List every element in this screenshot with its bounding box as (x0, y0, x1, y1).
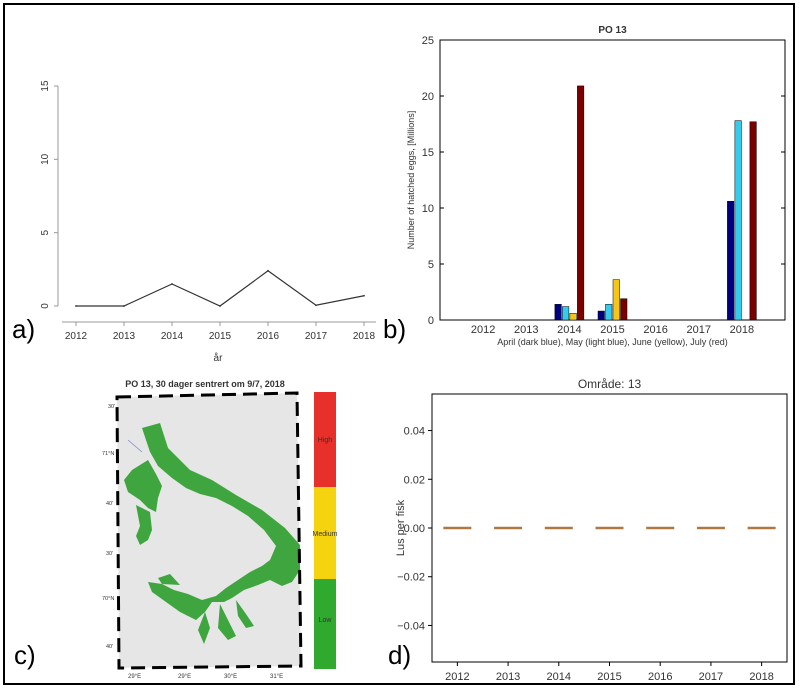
data-point (75, 305, 77, 307)
colorbar-label-high: High (318, 437, 333, 444)
x-tick-label: 2017 (699, 671, 723, 683)
x-tick-label: 2015 (209, 331, 232, 342)
x-tick-label: 2017 (687, 324, 711, 336)
x-tick-label: 2012 (471, 324, 495, 336)
y-tick-label: 0.02 (404, 474, 425, 486)
data-point (219, 305, 221, 307)
bar (597, 310, 605, 321)
bar (620, 298, 628, 321)
map-lon-tick: 29°E (178, 674, 191, 680)
data-point (171, 283, 173, 285)
panel-c-title: PO 13, 30 dager sentrert om 9/7, 2018 (125, 379, 285, 389)
panel-label-b: b) (383, 314, 407, 344)
map-coastline-details (127, 439, 143, 453)
chart-title: Område: 13 (578, 377, 642, 391)
x-tick-label: 2018 (730, 324, 754, 336)
map-lon-tick: 31°E (270, 674, 283, 680)
x-tick-label: 2012 (65, 331, 88, 342)
bar (554, 304, 562, 321)
map-lat-tick: 40' (106, 644, 113, 650)
bar (612, 279, 620, 321)
colorbar-low (314, 579, 336, 669)
y-axis-label: Lus per fisk (395, 499, 407, 556)
x-tick-label: 2014 (547, 671, 571, 683)
y-tick-label: 0.04 (404, 426, 425, 438)
panel-c-map: PO 13, 30 dager sentrert om 9/7, 2018 30… (102, 379, 338, 680)
panel-label-d: d) (388, 640, 412, 670)
colorbar-label-medium: Medium (313, 531, 338, 538)
panel-d-scatter-chart: Område: 13 −0.04 −0.02 0.00 0.02 0.04 2012 2013… (395, 377, 788, 683)
x-tick-label: 2017 (305, 331, 328, 342)
plot-area-border (439, 39, 786, 321)
data-point (363, 294, 365, 297)
colorbar-label-low: Low (319, 617, 333, 624)
map-lon-tick: 30°E (224, 674, 237, 680)
y-tick-label: −0.04 (397, 620, 425, 632)
y-tick-label: 10 (422, 203, 434, 215)
y-tick-label: 25 (422, 35, 434, 47)
panel-label-a: a) (12, 314, 36, 344)
chart-title: PO 13 (598, 25, 627, 36)
x-axis-label: April (dark blue), May (light blue), Jun… (497, 337, 728, 347)
colorbar-high (314, 392, 336, 487)
y-tick-label: 0 (40, 303, 51, 309)
panel-b-bar-chart: PO 13 0 5 10 15 20 25 2012 2013 2014 2015 2016 2017 2… (406, 25, 786, 347)
x-tick-label: 2016 (257, 331, 280, 342)
y-tick-label: 0.00 (404, 523, 425, 535)
map-lat-tick: 70°N (102, 596, 114, 602)
bar (569, 313, 577, 321)
x-tick-label: 2013 (496, 671, 520, 683)
y-tick-label: 15 (40, 80, 51, 92)
x-tick-label: 2013 (514, 324, 538, 336)
series-line (76, 270, 365, 307)
map-lat-tick: 30' (108, 404, 115, 410)
map-lon-tick: 29°E (128, 674, 141, 680)
map-frame (115, 391, 303, 670)
x-tick-label: 2016 (643, 324, 667, 336)
x-tick-label: 2018 (749, 671, 773, 683)
y-tick-label: 0 (428, 315, 434, 327)
x-tick-label: 2015 (600, 324, 624, 336)
map-sea-fjord (124, 423, 300, 644)
y-tick-label: 20 (422, 91, 434, 103)
x-axis-label: år (214, 352, 224, 364)
y-tick-label: −0.02 (397, 572, 425, 584)
x-tick-label: 2013 (113, 331, 136, 342)
map-lat-tick: 40' (106, 501, 113, 507)
map-lat-tick: 71°N (102, 451, 114, 457)
x-tick-label: 2014 (161, 331, 184, 342)
bar (749, 121, 757, 321)
panel-a-line-chart: 2012 2013 2014 2015 2016 2017 2018 0 5 10 15 år (40, 80, 376, 364)
bar (562, 306, 570, 321)
data-point (315, 304, 317, 307)
y-tick-label: 5 (428, 259, 434, 271)
colorbar-medium (314, 487, 336, 579)
bar (734, 120, 742, 321)
x-tick-label: 2018 (353, 331, 376, 342)
bar (577, 85, 585, 321)
data-point (123, 305, 125, 307)
y-axis-label: Number of hatched eggs, [Millions] (406, 111, 416, 250)
y-tick-label: 5 (40, 229, 51, 235)
x-tick-label: 2016 (648, 671, 672, 683)
panel-label-c: c) (14, 640, 36, 670)
x-tick-label: 2012 (445, 671, 469, 683)
data-point (267, 269, 269, 272)
bar (727, 201, 735, 321)
map-lat-tick: 30' (106, 551, 113, 557)
figure-frame (3, 3, 795, 685)
y-tick-label: 15 (422, 147, 434, 159)
y-tick-label: 10 (40, 153, 51, 165)
x-tick-label: 2015 (597, 671, 621, 683)
x-tick-label: 2014 (557, 324, 581, 336)
bar (605, 304, 613, 321)
